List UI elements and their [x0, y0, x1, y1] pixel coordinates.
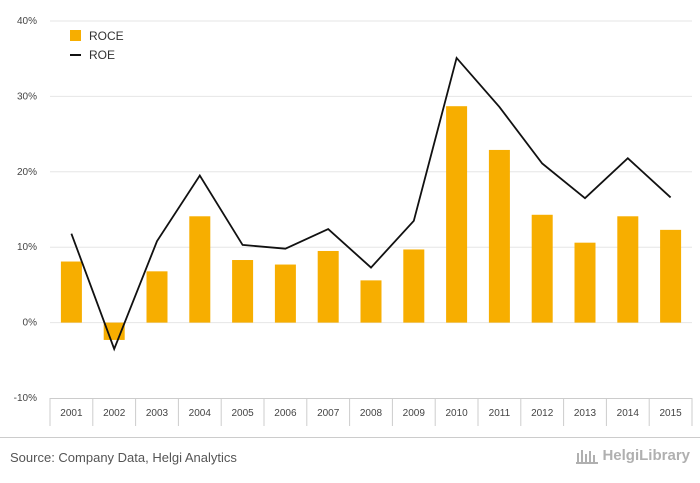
x-axis: 2001 2002 2003 2004 2005 2006 2007 2008 2009 2010… — [49, 398, 693, 426]
y-tick-label: 30% — [17, 91, 37, 102]
x-tick-label: 2005 — [231, 408, 254, 419]
roce-bar — [617, 216, 639, 323]
roce-bar — [360, 280, 382, 323]
legend: ROCE ROE — [70, 29, 124, 62]
x-tick-label: 2002 — [103, 408, 126, 419]
x-tick-label: 2009 — [403, 408, 426, 419]
logo-text: HelgiLibrary — [602, 447, 690, 464]
roce-bar — [403, 249, 425, 323]
roce-bar — [446, 106, 468, 323]
y-tick-label: 20% — [17, 167, 37, 178]
roce-bar — [274, 264, 296, 323]
helgi-library-logo[interactable]: HelgiLibrary — [576, 447, 690, 464]
x-tick-label: 2007 — [317, 408, 340, 419]
y-axis-tick-labels: -10% 0% 10% 20% 30% 40% — [14, 16, 37, 404]
roce-bar — [317, 250, 339, 323]
x-tick-label: 2010 — [445, 408, 468, 419]
y-tick-label: -10% — [14, 393, 37, 404]
x-tick-label: 2013 — [574, 408, 597, 419]
library-icon — [576, 449, 599, 464]
x-tick-label: 2012 — [531, 408, 554, 419]
x-tick-label: 2001 — [60, 408, 83, 419]
roce-bar — [660, 229, 682, 323]
roe-line-layer — [70, 56, 672, 352]
y-tick-label: 40% — [17, 16, 37, 27]
y-tick-label: 10% — [17, 242, 37, 253]
x-tick-label: 2014 — [617, 408, 640, 419]
x-tick-label: 2006 — [274, 408, 297, 419]
legend-label-roe: ROE — [89, 48, 115, 62]
grid-lines — [50, 20, 692, 324]
roce-bar — [60, 261, 82, 323]
x-tick-label: 2008 — [360, 408, 383, 419]
y-tick-label: 0% — [23, 318, 38, 329]
source-note: Source: Company Data, Helgi Analytics — [10, 450, 237, 465]
x-tick-label: 2003 — [146, 408, 169, 419]
roce-bar — [531, 214, 553, 323]
x-tick-label: 2011 — [489, 408, 511, 419]
roce-bar — [574, 242, 596, 323]
legend-swatch-roce — [70, 30, 81, 41]
roce-bar — [488, 149, 510, 323]
roce-bars — [60, 106, 682, 340]
x-tick-label: 2004 — [189, 408, 212, 419]
footer-divider — [0, 437, 700, 438]
x-tick-label: 2015 — [659, 408, 682, 419]
roce-bar — [146, 271, 168, 323]
legend-label-roce: ROCE — [89, 29, 124, 43]
roce-bar — [232, 260, 254, 323]
roce-bar — [189, 216, 211, 323]
